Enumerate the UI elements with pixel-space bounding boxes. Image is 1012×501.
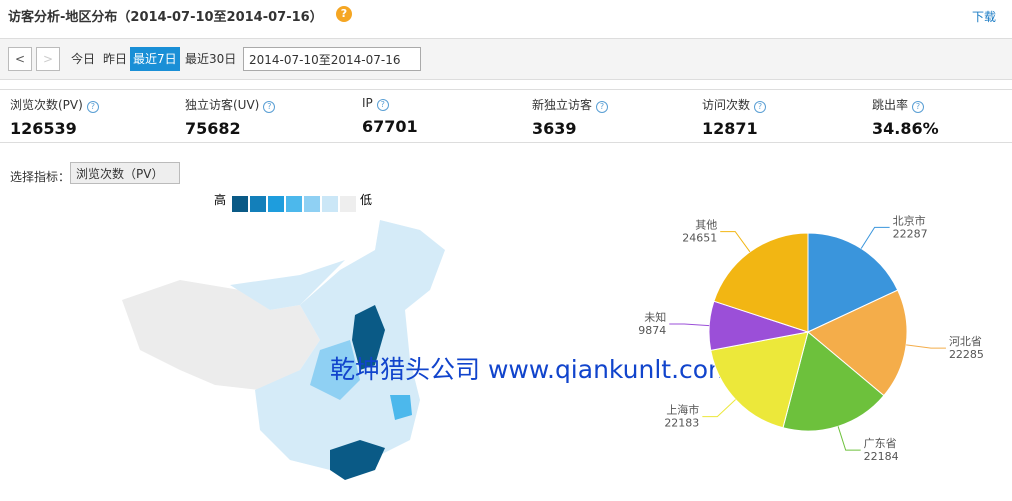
help-icon[interactable]: ?	[754, 101, 767, 113]
range-button[interactable]: 最近30日	[185, 52, 237, 66]
slice-label: 广东省	[864, 437, 897, 450]
stat-value: 12871	[702, 119, 758, 138]
prev-button[interactable]: <	[8, 47, 32, 71]
watermark: 乾坤猎头公司 www.qiankunlt.com	[330, 355, 733, 384]
stat: 独立访客(UV)? 75682	[185, 96, 276, 138]
stat-label: 新独立访客?	[532, 96, 609, 113]
stat: IP? 67701	[362, 96, 418, 136]
stat-label-text: 浏览次数(PV)	[10, 98, 83, 112]
help-icon[interactable]: ?	[336, 6, 352, 22]
stat-label: 访问次数?	[702, 96, 767, 113]
stats-bar: 浏览次数(PV)? 126539 独立访客(UV)? 75682 IP? 67701 新独立…	[0, 89, 1012, 143]
map: 高 低	[122, 192, 445, 480]
date-dropdown[interactable]: 2014-07-10至2014-07-16	[243, 47, 421, 71]
slice-label: 未知	[644, 310, 666, 324]
next-button[interactable]: >	[36, 47, 60, 71]
stat-label-text: 跳出率	[872, 98, 909, 112]
slice-label: 其他	[695, 219, 717, 232]
pie-slice	[713, 232, 809, 333]
map-mid	[310, 340, 360, 400]
metric-dropdown[interactable]: 浏览次数（PV）	[70, 162, 180, 184]
legend-swatches	[232, 196, 356, 212]
leader-line	[720, 231, 751, 253]
stat-label: 浏览次数(PV)?	[10, 96, 99, 113]
map-north	[230, 260, 345, 310]
help-icon[interactable]: ?	[912, 101, 925, 113]
toolbar: < > 2014-07-10至2014-07-16 今日 昨日 最近7日 最近30日	[0, 38, 1012, 80]
slice-label: 北京市	[893, 213, 926, 227]
stat-label: 独立访客(UV)?	[185, 96, 276, 113]
range-button[interactable]: 昨日	[103, 52, 128, 66]
stat-label-text: 独立访客(UV)	[185, 98, 260, 112]
stat: 跳出率? 34.86%	[872, 96, 939, 138]
stat-value: 75682	[185, 119, 241, 138]
legend-high: 高	[214, 192, 226, 207]
stat-label: 跳出率?	[872, 96, 939, 113]
stat-label-text: 新独立访客	[532, 98, 593, 112]
slice-label: 河北省	[949, 335, 982, 348]
stat-value: 34.86%	[872, 119, 939, 138]
stat-label-text: IP	[362, 96, 373, 110]
slice-value: 22287	[893, 227, 928, 240]
help-icon[interactable]: ?	[86, 101, 99, 113]
leader-line	[860, 226, 890, 249]
legend-low: 低	[360, 193, 372, 207]
help-icon[interactable]: ?	[376, 99, 389, 111]
leader-line	[837, 426, 861, 451]
selector-label: 选择指标：	[10, 170, 71, 184]
stat-value: 126539	[10, 119, 77, 138]
leader-line	[702, 399, 736, 418]
leader-line	[906, 344, 946, 349]
help-icon[interactable]: ?	[263, 101, 276, 113]
slice-value: 9874	[638, 324, 666, 337]
stat: 浏览次数(PV)? 126539	[10, 96, 99, 138]
slice-value: 22285	[949, 348, 984, 361]
stat: 访问次数? 12871	[702, 96, 767, 138]
map-guangdong	[330, 440, 385, 480]
help-icon[interactable]: ?	[596, 101, 609, 113]
slice-value: 22184	[864, 450, 899, 463]
stat-value: 3639	[532, 119, 577, 138]
download-link[interactable]: 下载	[972, 10, 997, 24]
slice-value: 22183	[664, 417, 699, 430]
stat-value: 67701	[362, 117, 418, 136]
range-button[interactable]: 今日	[71, 52, 96, 66]
stat-label: IP?	[362, 96, 418, 111]
map-beijing-hebei	[352, 305, 385, 370]
slice-value: 24651	[682, 232, 717, 245]
page-title: 访客分析-地区分布（2014-07-10至2014-07-16）	[8, 10, 323, 25]
stat: 新独立访客? 3639	[532, 96, 609, 138]
slice-label: 上海市	[666, 403, 699, 417]
map-west	[122, 280, 320, 390]
leader-line	[669, 323, 710, 327]
map-shanghai	[390, 395, 412, 420]
range-button[interactable]: 最近7日	[130, 47, 180, 71]
stat-label-text: 访问次数	[702, 98, 751, 112]
